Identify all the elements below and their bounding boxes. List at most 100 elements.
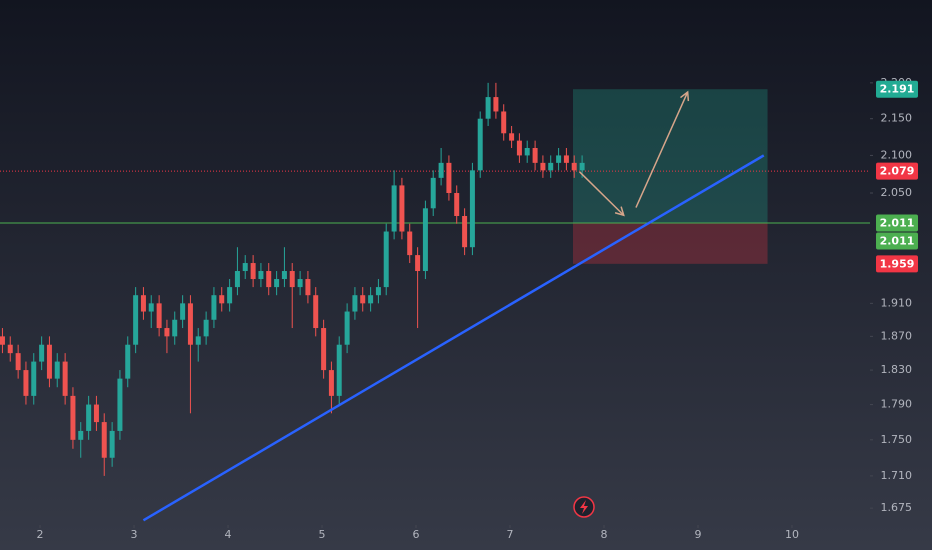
y-tick-label: 2.050 xyxy=(881,186,913,199)
candle-body xyxy=(321,328,327,371)
candle-body xyxy=(156,303,162,329)
candle-body xyxy=(219,295,225,304)
candle-body xyxy=(242,263,248,272)
candle-body xyxy=(571,162,577,171)
candle-body xyxy=(352,295,358,312)
candle-body xyxy=(62,361,68,396)
candle-body xyxy=(454,193,460,216)
candle-body xyxy=(195,336,201,345)
candle-body xyxy=(485,97,491,119)
price-label-bg xyxy=(876,162,918,180)
price-label: 2.191 xyxy=(880,83,915,96)
candle-body xyxy=(328,370,334,396)
candle-body xyxy=(203,319,209,337)
y-tick-label: 2.150 xyxy=(881,112,913,125)
candle-body xyxy=(289,271,295,288)
candle-body xyxy=(462,215,468,248)
candle-body xyxy=(148,303,154,312)
candle-body xyxy=(187,303,193,345)
candle-body xyxy=(383,231,389,288)
candle-body xyxy=(93,404,99,423)
candle-body xyxy=(501,111,507,134)
price-label: 1.959 xyxy=(880,257,915,270)
candle-body xyxy=(125,344,131,379)
candle-body xyxy=(180,303,186,320)
candle-body xyxy=(438,162,444,178)
candle-body xyxy=(172,319,178,337)
candle-body xyxy=(579,162,585,171)
price-label-bg xyxy=(876,214,918,232)
candle-body xyxy=(15,353,21,371)
stop-zone xyxy=(572,222,768,264)
candle-body xyxy=(344,311,350,345)
candle-body xyxy=(313,295,319,329)
candle-body xyxy=(477,118,483,171)
candle-body xyxy=(305,279,311,296)
candle-body xyxy=(493,97,499,112)
candle-body xyxy=(109,430,115,458)
candle-body xyxy=(164,328,170,337)
x-tick-label: 8 xyxy=(600,528,607,541)
candle-body xyxy=(375,287,381,296)
x-tick-label: 6 xyxy=(413,528,420,541)
candle-body xyxy=(266,271,272,288)
x-tick-label: 7 xyxy=(507,528,514,541)
candle-body xyxy=(140,295,146,312)
x-tick-label: 5 xyxy=(319,528,326,541)
arrow-head xyxy=(680,90,690,102)
x-tick-label: 3 xyxy=(131,528,138,541)
candle-body xyxy=(399,185,405,232)
y-tick-label: 1.675 xyxy=(881,501,913,514)
candle-body xyxy=(281,271,287,280)
candle-body xyxy=(86,404,92,431)
candle-body xyxy=(234,271,240,288)
candle-body xyxy=(548,162,554,171)
candle-body xyxy=(117,378,123,431)
y-tick-label: 2.100 xyxy=(881,148,913,161)
candle-body xyxy=(422,208,428,272)
candle-body xyxy=(133,295,139,345)
price-label: 2.079 xyxy=(880,165,915,178)
candle-body xyxy=(78,430,84,440)
y-tick-label: 1.750 xyxy=(881,433,913,446)
candle-body xyxy=(250,263,256,280)
y-tick-label: 1.790 xyxy=(881,398,913,411)
candle-body xyxy=(368,295,374,304)
y-tick-label: 1.910 xyxy=(881,296,913,309)
price-label: 2.011 xyxy=(880,234,915,247)
price-label: 2.011 xyxy=(880,216,915,229)
candle-body xyxy=(54,361,60,379)
candle-body xyxy=(336,344,342,396)
candle-body xyxy=(509,133,515,141)
candle-body xyxy=(274,279,280,288)
profit-zone xyxy=(572,89,768,223)
lightning-button[interactable] xyxy=(573,496,595,518)
candle-body xyxy=(39,344,45,362)
candle-body xyxy=(7,344,13,354)
candle-body xyxy=(258,271,264,280)
candle-body xyxy=(407,231,413,256)
candle-body xyxy=(516,140,522,156)
candle-body xyxy=(556,155,562,163)
plot: 1.675 1.710 1.750 1.790 1.830 1.870 1.910 2.050… xyxy=(0,76,918,541)
candle-body xyxy=(211,295,217,320)
candle-body xyxy=(46,344,52,379)
candle-body xyxy=(563,155,569,163)
x-tick-label: 10 xyxy=(785,528,799,541)
arrow-head xyxy=(614,206,625,217)
y-tick-label: 1.830 xyxy=(881,363,913,376)
y-tick-label: 1.870 xyxy=(881,329,913,342)
candle-body xyxy=(532,148,538,163)
x-tick-label: 4 xyxy=(225,528,232,541)
candle-body xyxy=(391,185,397,232)
candle-body xyxy=(430,177,436,209)
arrow xyxy=(635,91,689,208)
candle-body xyxy=(469,170,475,248)
y-tick-label: 1.710 xyxy=(881,469,913,482)
price-label-bg xyxy=(876,80,918,98)
candle-body xyxy=(0,336,5,345)
candle-body xyxy=(101,422,107,458)
candle-body xyxy=(31,361,37,396)
